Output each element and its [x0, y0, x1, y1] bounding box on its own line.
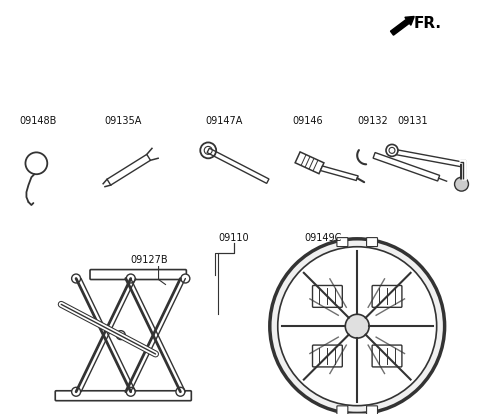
FancyBboxPatch shape — [90, 270, 186, 280]
Circle shape — [455, 177, 468, 191]
Text: 09148B: 09148B — [20, 115, 57, 126]
Text: 09146: 09146 — [293, 115, 323, 126]
Polygon shape — [321, 166, 358, 181]
Circle shape — [116, 331, 125, 339]
Circle shape — [270, 239, 444, 414]
Text: 09135A: 09135A — [104, 115, 141, 126]
FancyBboxPatch shape — [372, 345, 402, 367]
Polygon shape — [373, 153, 440, 181]
Circle shape — [386, 144, 398, 156]
FancyBboxPatch shape — [367, 238, 377, 247]
Polygon shape — [392, 149, 462, 167]
FancyBboxPatch shape — [345, 413, 369, 415]
Text: 09110: 09110 — [218, 233, 249, 243]
Circle shape — [126, 274, 135, 283]
FancyBboxPatch shape — [337, 406, 348, 415]
FancyBboxPatch shape — [312, 286, 342, 308]
Circle shape — [278, 247, 437, 406]
FancyArrow shape — [391, 17, 414, 35]
Polygon shape — [207, 148, 269, 183]
FancyBboxPatch shape — [337, 238, 348, 247]
FancyBboxPatch shape — [312, 345, 342, 367]
Text: 09132: 09132 — [357, 115, 388, 126]
FancyBboxPatch shape — [367, 406, 377, 415]
Text: 09131: 09131 — [397, 115, 428, 126]
FancyBboxPatch shape — [372, 286, 402, 308]
Circle shape — [176, 387, 185, 396]
Text: 09147A: 09147A — [205, 115, 242, 126]
Circle shape — [345, 314, 369, 338]
Text: 09127B: 09127B — [131, 255, 168, 265]
Circle shape — [72, 274, 81, 283]
Circle shape — [181, 274, 190, 283]
Circle shape — [72, 387, 81, 396]
Polygon shape — [107, 154, 150, 185]
FancyBboxPatch shape — [55, 391, 192, 401]
Text: FR.: FR. — [414, 16, 442, 31]
Polygon shape — [295, 152, 324, 174]
Text: 09149C: 09149C — [305, 233, 342, 243]
Circle shape — [126, 387, 135, 396]
